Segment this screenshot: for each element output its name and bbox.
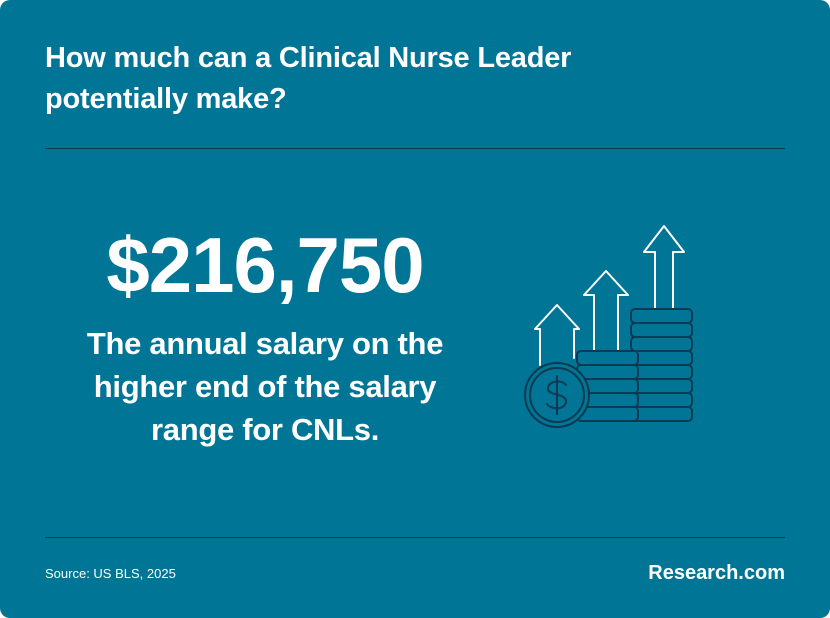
- dollar-icon: [546, 375, 567, 415]
- coins-growth-icon: [515, 220, 705, 435]
- brand-logo[interactable]: Research.com: [648, 562, 785, 584]
- card-title: How much can a Clinical Nurse Leader pot…: [45, 42, 572, 115]
- bottom-divider: [45, 537, 785, 538]
- growth-arrows: [534, 225, 685, 366]
- salary-description: The annual salary on the higher end of t…: [86, 326, 444, 447]
- top-divider: [45, 148, 785, 149]
- salary-figure: $216,750: [106, 221, 424, 309]
- source-note: Source: US BLS, 2025: [45, 566, 176, 581]
- coin-stacks: [524, 308, 693, 428]
